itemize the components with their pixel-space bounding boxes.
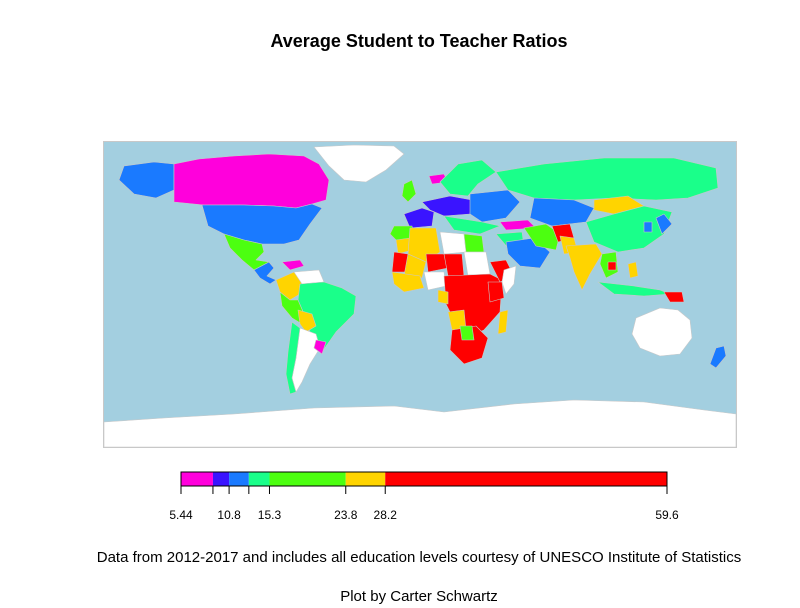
legend-bar-outline — [180, 471, 668, 487]
region-libya — [439, 231, 467, 255]
region-antarctica — [104, 399, 736, 447]
world-map — [103, 141, 737, 448]
legend-bin-2 — [229, 472, 249, 486]
legend-tick-label: 28.2 — [374, 508, 398, 522]
region-france — [403, 207, 435, 229]
region-kenya — [487, 281, 505, 303]
region-united-states — [201, 203, 323, 245]
region-mexico — [223, 233, 270, 271]
legend-tick-label: 59.6 — [655, 508, 679, 522]
region-chad — [443, 253, 465, 277]
region-korea — [643, 221, 653, 233]
legend-tick-label: 10.8 — [217, 508, 241, 522]
legend-bin-1 — [212, 472, 230, 486]
legend-tick-label: 15.3 — [258, 508, 282, 522]
region-eastern-europe — [469, 189, 521, 223]
region-bolivia — [297, 309, 317, 333]
legend-bin-0 — [181, 472, 213, 486]
region-kazakhstan — [529, 197, 595, 227]
source-caption: Data from 2012-2017 and includes all edu… — [96, 549, 742, 566]
region-sudan — [463, 251, 491, 277]
color-legend: 5.44 10.8 15.3 23.8 28.2 59.6 — [169, 471, 679, 522]
region-japan — [655, 213, 673, 235]
region-uruguay — [313, 339, 327, 355]
region-china — [585, 205, 673, 253]
region-cambodia — [607, 261, 617, 271]
region-caribbean — [281, 259, 305, 271]
legend-tick-label: 5.44 — [169, 508, 193, 522]
region-new-zealand — [709, 345, 727, 369]
region-botswana — [459, 325, 475, 341]
legend-bin-3 — [248, 472, 270, 486]
region-somalia — [501, 265, 517, 295]
region-alaska — [118, 161, 175, 199]
region-russia — [495, 157, 719, 201]
region-madagascar — [497, 309, 509, 335]
legend-tick-label: 23.8 — [334, 508, 358, 522]
region-australia — [631, 307, 693, 357]
region-balkans — [443, 215, 501, 235]
region-central-america — [253, 261, 277, 285]
legend-bin-4 — [269, 472, 346, 486]
region-chile — [285, 321, 301, 395]
region-west-africa — [391, 271, 425, 293]
chart-title: Average Student to Teacher Ratios — [270, 31, 568, 51]
region-egypt — [463, 233, 485, 253]
region-india — [565, 243, 603, 291]
region-southern-africa — [449, 325, 489, 365]
region-scandinavia — [439, 159, 497, 197]
region-mali — [403, 253, 427, 279]
legend-bin-6 — [385, 472, 667, 486]
region-canada — [173, 153, 330, 209]
region-gabon — [437, 289, 449, 305]
region-indonesia — [597, 281, 671, 297]
legend-bin-5 — [345, 472, 386, 486]
author-caption: Plot by Carter Schwartz — [340, 588, 498, 605]
map-canvas — [104, 144, 736, 447]
region-nigeria — [423, 271, 447, 291]
region-philippines — [627, 261, 639, 279]
region-united-kingdom — [401, 179, 417, 203]
region-greenland — [313, 144, 405, 183]
region-papua-new-guinea — [663, 291, 685, 303]
